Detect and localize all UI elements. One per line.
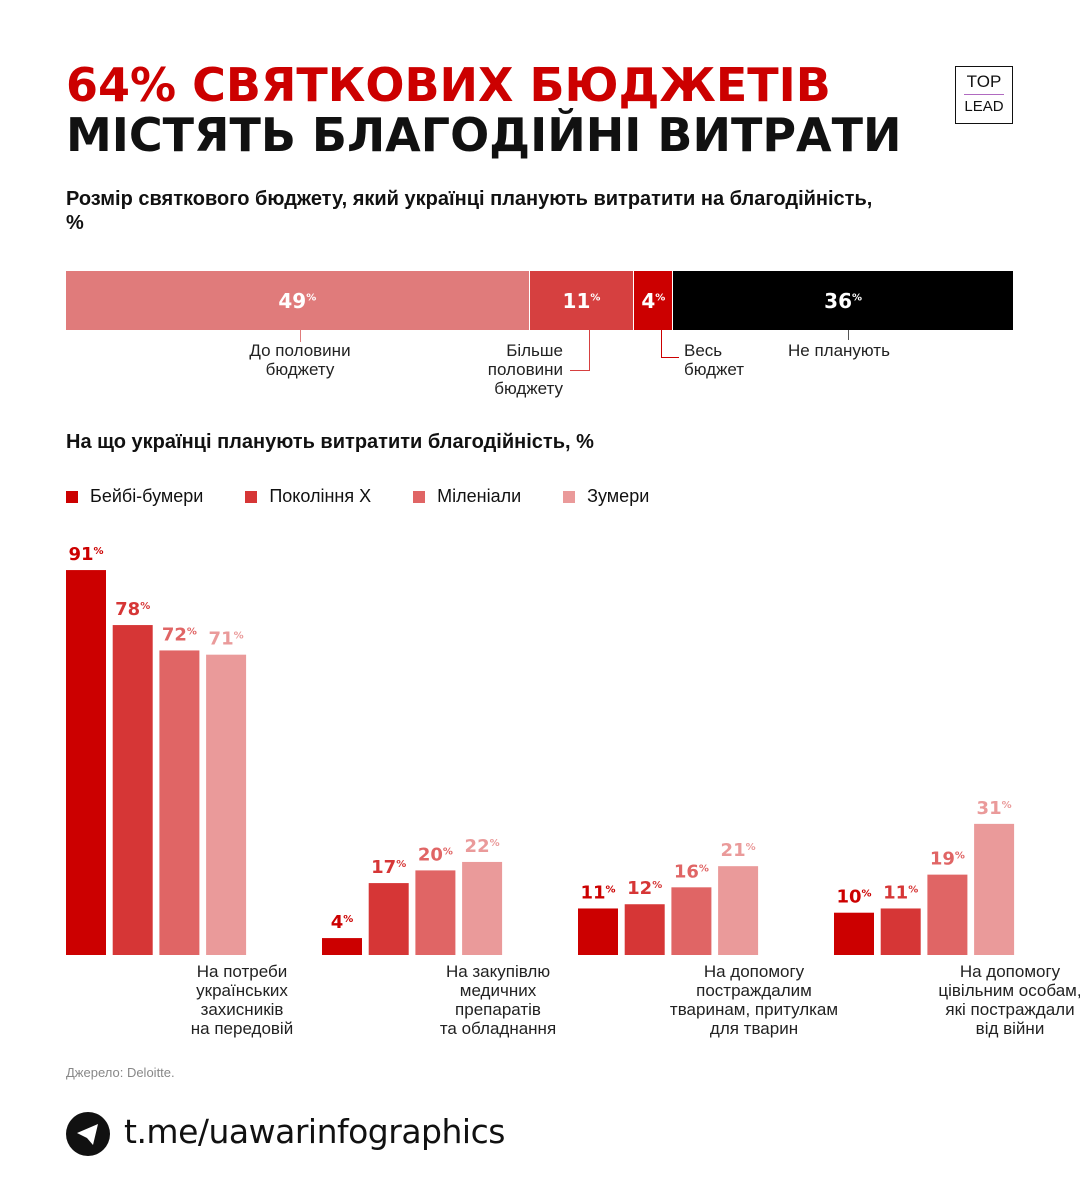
segment-value: 4% [641, 288, 666, 313]
bar [718, 866, 759, 955]
legend-swatch [413, 490, 426, 503]
bar [834, 912, 874, 955]
stack-chart-title: Розмір святкового бюджету, який українці… [66, 188, 873, 234]
telegram-link[interactable]: t.me/uawarinfographics [124, 1112, 505, 1151]
bar [462, 861, 503, 955]
bar [578, 908, 618, 955]
bar [322, 938, 362, 955]
legend-swatch [563, 490, 576, 503]
bar-value-label: 22% [465, 836, 500, 857]
bar [880, 908, 921, 955]
legend-swatch [66, 490, 78, 503]
bar [415, 870, 456, 955]
stack-segment: 49% [66, 271, 530, 330]
stack-segment: 11% [529, 271, 635, 330]
title-line-1: 64% СВЯТКОВИХ БЮДЖЕТІВ [66, 58, 831, 112]
leader-line [570, 370, 590, 371]
leader-line [589, 330, 590, 370]
bar-chart-title: На що українці планують витратити благод… [66, 431, 594, 453]
logo-divider [964, 94, 1004, 95]
segment-value: 11% [562, 288, 601, 313]
bar-value-label: 78% [115, 599, 150, 620]
legend-label: Покоління Х [269, 486, 372, 506]
source-note: Джерело: Deloitte. [66, 1065, 175, 1080]
bar-value-label: 12% [627, 878, 662, 899]
bar-value-label: 72% [162, 624, 197, 645]
stack-label: Не планують [788, 341, 890, 360]
leader-line [848, 330, 849, 340]
bar-value-label: 71% [209, 629, 244, 650]
segment-value: 49% [278, 288, 317, 313]
leader-line [661, 357, 679, 358]
bar-value-label: 11% [883, 882, 918, 903]
category-label: На потреби українських захисників на передо… [190, 962, 294, 1038]
bar-value-label: 20% [418, 844, 453, 865]
bar-value-label: 91% [68, 544, 103, 565]
legend-label: Бейбі-бумери [90, 486, 204, 506]
legend: Бейбі-бумери Покоління Х Міленіали Зумери [66, 486, 691, 507]
stack-label: До половини бюджету [249, 341, 351, 379]
bar [112, 625, 153, 955]
bar [927, 874, 968, 955]
legend-label: Зумери [587, 486, 650, 506]
category-label: На допомогу цівільним особам, які постражд… [938, 962, 1080, 1038]
stacked-bar: 49% 11% 4% 36% [66, 271, 1015, 330]
bar-value-label: 31% [977, 798, 1012, 819]
bar-value-label: 21% [721, 840, 756, 861]
telegram-icon[interactable] [66, 1112, 110, 1156]
bar-value-label: 17% [371, 857, 406, 878]
bar [671, 887, 712, 955]
bar [206, 654, 247, 955]
bar-value-label: 11% [580, 882, 615, 903]
stack-segment: 36% [673, 271, 1015, 330]
bar [159, 650, 200, 955]
stack-label: Більше половини бюджету [487, 341, 563, 398]
bar-value-label: 10% [836, 887, 871, 908]
bar-value-label: 16% [674, 861, 709, 882]
bar [974, 823, 1015, 955]
bar [66, 570, 106, 955]
legend-item: Покоління Х [245, 486, 371, 507]
bar-chart: 91% 78% 72% 71% 4% 17% 20% 22% 11% 12% 16% 21% 10% 11… [66, 544, 1015, 955]
legend-swatch [245, 490, 258, 503]
category-label: На допомогу постраждалим тваринам, притулк… [669, 962, 839, 1038]
leader-line [300, 330, 301, 342]
bar-value-label: 4% [331, 912, 354, 933]
logo-top: TOP [966, 72, 1002, 91]
bar [624, 904, 665, 955]
stack-segment: 4% [634, 271, 674, 330]
legend-item: Бейбі-бумери [66, 486, 203, 507]
title-line-2: МІСТЯТЬ БЛАГОДІЙНІ ВИТРАТИ [66, 108, 902, 162]
leader-line [661, 330, 662, 357]
logo-bottom: LEAD [964, 98, 1004, 115]
legend-label: Міленіали [437, 486, 522, 506]
bar-value-label: 19% [930, 849, 965, 870]
category-label: На закупівлю медичних препаратів та обладна… [439, 962, 557, 1038]
stack-label: Весь бюджет [684, 341, 745, 379]
legend-item: Зумери [563, 486, 649, 507]
top-lead-logo: TOP LEAD [955, 66, 1013, 124]
segment-value: 36% [824, 288, 863, 313]
legend-item: Міленіали [413, 486, 521, 507]
bar [368, 883, 409, 955]
